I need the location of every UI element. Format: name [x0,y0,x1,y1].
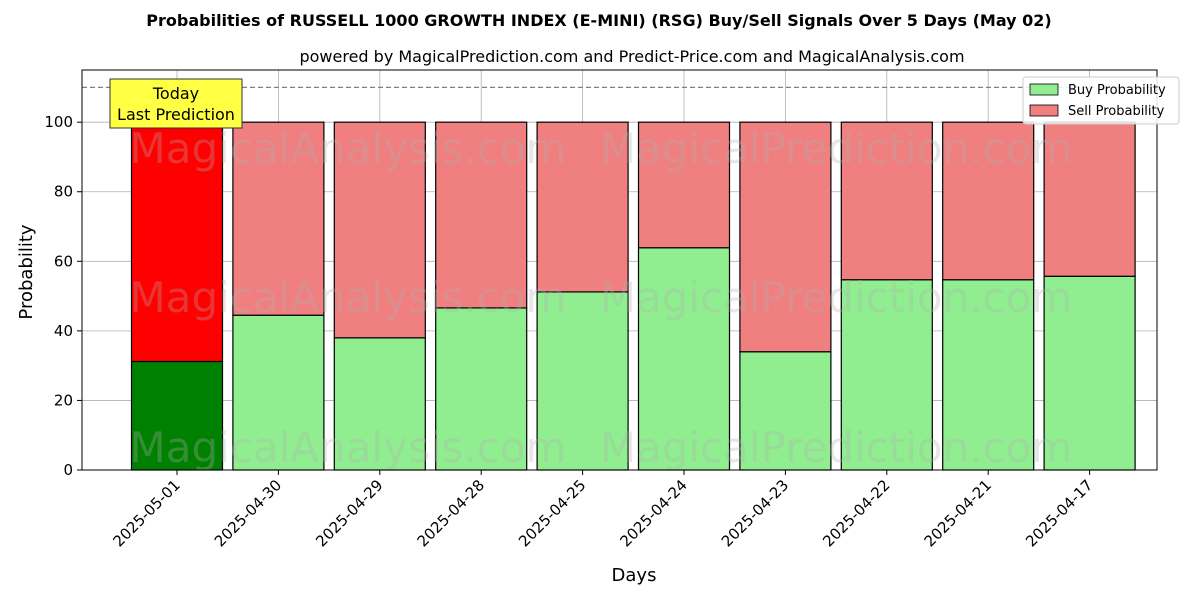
buy-bar-2025-04-23 [739,351,832,471]
watermarks-group: MagicalAnalysis.com MagicalPrediction.com… [130,124,1073,472]
legend-frame [1022,76,1180,125]
legend-swatch [1029,104,1059,117]
x-tick-label: 2025-04-23 [718,476,792,550]
buy-bar-2025-04-28 [435,307,528,471]
watermark-text: MagicalPrediction.com [600,423,1073,472]
watermark-text: MagicalPrediction.com [600,124,1073,173]
sell-bar-2025-04-23 [739,121,832,353]
sell-bar-2025-05-01 [130,121,224,363]
sell-bar-2025-04-24 [637,121,731,249]
sell-bar-2025-04-29 [333,121,426,339]
legend-label: Buy Probability [1068,83,1166,98]
buy-bar-2025-04-21 [942,279,1035,471]
annotation-line: Last Prediction [117,105,235,124]
x-axis-ticks: 2025-05-01 2025-04-30 2025-04-29 2025-04-28… [109,470,1096,550]
legend: Buy Probability Sell Probability [1022,76,1180,125]
sell-bar-2025-04-30 [232,121,325,316]
plot-frame [81,69,1158,471]
y-tick-label: 60 [54,252,73,270]
sell-bar-2025-04-21 [942,121,1035,281]
y-tick-label: 40 [54,322,73,340]
sell-bar-2025-04-17 [1043,121,1136,277]
annotation-line: Today [152,84,199,103]
sell-bar-2025-04-25 [536,121,629,293]
x-tick-label: 2025-04-17 [1022,476,1096,550]
x-tick-label: 2025-04-24 [616,476,690,550]
buy-bar-2025-04-17 [1043,275,1136,471]
legend-label: Sell Probability [1068,104,1165,119]
x-tick-label: 2025-04-30 [211,476,285,550]
y-tick-label: 100 [44,113,73,131]
chart-subtitle: powered by MagicalPrediction.com and Pre… [299,47,964,66]
buy-bar-2025-04-22 [840,279,933,471]
x-tick-label: 2025-04-29 [312,476,386,550]
x-tick-label: 2025-04-22 [819,476,893,550]
buy-bar-2025-04-29 [333,337,426,471]
buy-bar-2025-04-25 [536,291,629,471]
x-tick-label: 2025-04-28 [414,476,488,550]
buy-bar-2025-04-24 [637,247,731,471]
legend-swatch [1029,83,1059,96]
watermark-text: MagicalPrediction.com [600,273,1073,322]
y-tick-label: 20 [54,391,73,409]
y-tick-label: 80 [54,183,73,201]
y-axis-label: Probability [16,224,37,319]
sell-bar-2025-04-22 [840,121,933,281]
x-axis-label: Days [612,565,657,586]
chart-title: Probabilities of RUSSELL 1000 GROWTH IND… [146,11,1051,30]
sell-bar-2025-04-28 [435,121,528,309]
y-axis-ticks: 0 20 40 60 80 100 [44,113,82,479]
watermark-text: MagicalAnalysis.com [130,423,567,472]
annotation-box [109,78,243,129]
watermark-text: MagicalAnalysis.com [130,273,567,322]
today-annotation: Today Last Prediction [109,78,243,129]
bars-group [130,121,1136,471]
x-tick-label: 2025-05-01 [109,476,183,550]
x-tick-label: 2025-04-21 [921,476,995,550]
y-tick-label: 0 [63,461,73,479]
watermark-text: MagicalAnalysis.com [130,124,567,173]
x-tick-label: 2025-04-25 [515,476,589,550]
